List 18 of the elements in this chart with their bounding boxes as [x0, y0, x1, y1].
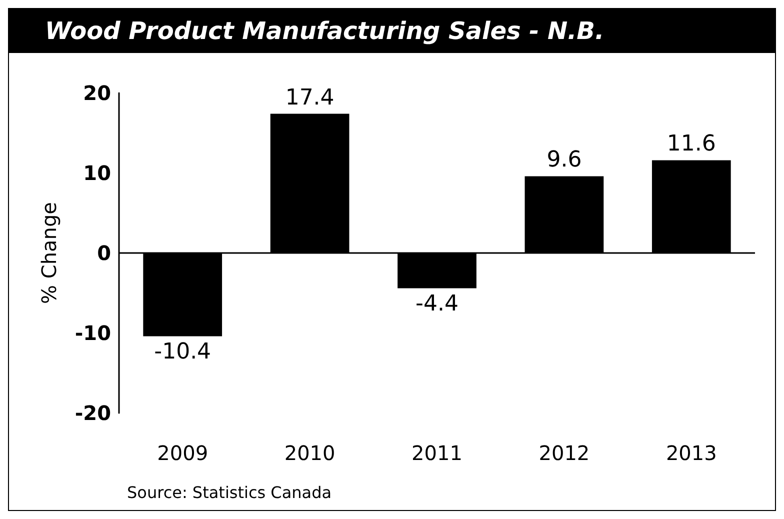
x-tick-label: 2009	[157, 441, 208, 465]
x-tick-label: 2011	[412, 441, 462, 465]
data-label: -10.4	[154, 340, 212, 365]
y-tick-label: -10	[74, 321, 111, 345]
y-tick-label: 0	[97, 241, 111, 265]
data-label: 11.6	[666, 132, 716, 157]
data-label: -4.4	[416, 292, 458, 317]
source-note: Source: Statistics Canada	[127, 483, 332, 502]
y-tick-label: 20	[83, 81, 111, 105]
y-tick-label: 10	[83, 161, 111, 185]
data-label: 17.4	[285, 85, 334, 110]
data-label: 9.6	[546, 148, 582, 173]
y-tick-label: -20	[74, 401, 111, 425]
x-tick-label: 2010	[284, 441, 336, 465]
x-tick-label: 2013	[666, 441, 717, 465]
x-tick-label: 2012	[538, 441, 590, 465]
y-axis-title: % Change	[37, 202, 61, 304]
chart-title: Wood Product Manufacturing Sales - N.B.	[9, 9, 775, 53]
